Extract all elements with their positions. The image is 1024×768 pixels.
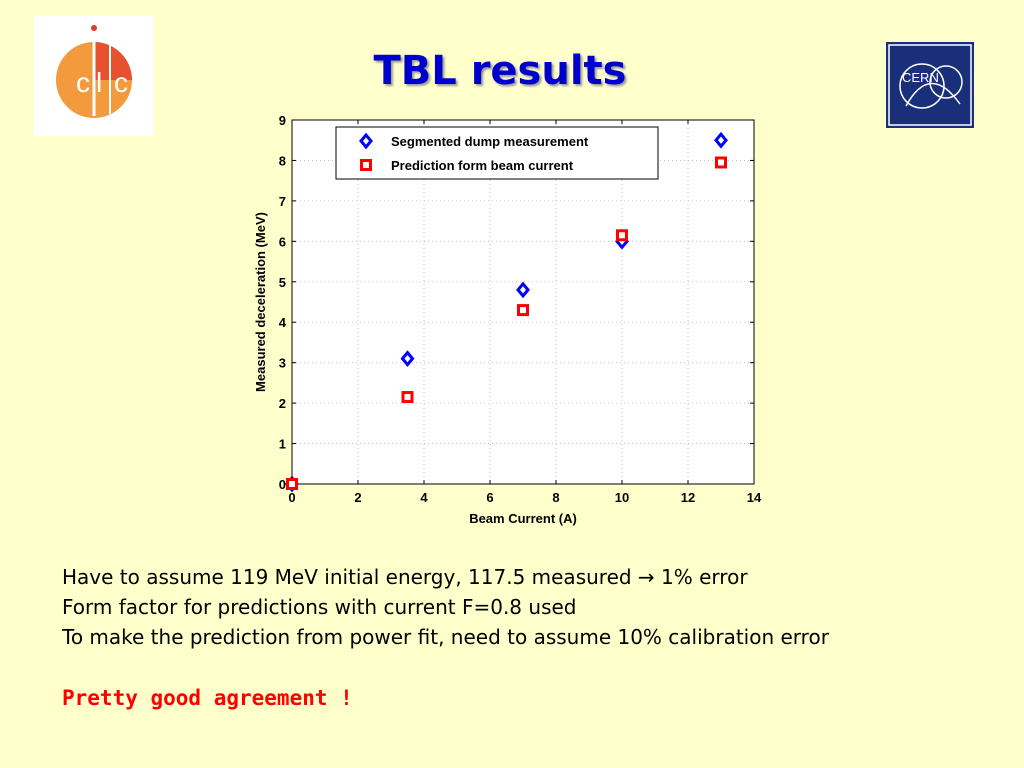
plot-frame — [291, 119, 755, 485]
y-tick-label: 1 — [279, 437, 286, 452]
y-axis-label: Measured deceleration (MeV) — [253, 212, 268, 392]
x-tick-label: 4 — [420, 490, 428, 505]
y-tick-label: 2 — [279, 396, 286, 411]
x-tick-label: 14 — [747, 490, 762, 505]
legend-marker — [359, 132, 373, 150]
legend-label: Segmented dump measurement — [391, 134, 589, 149]
y-tick-label: 4 — [279, 315, 287, 330]
y-tick-label: 3 — [279, 356, 286, 371]
page-title: TBL results — [373, 48, 627, 94]
x-tick-label: 8 — [552, 490, 559, 505]
x-tick-label: 0 — [288, 490, 295, 505]
note-line: Form factor for predictions with current… — [62, 595, 577, 619]
clic-logo: c l c — [34, 16, 154, 136]
plot-area — [292, 120, 754, 484]
prediction-point — [401, 391, 414, 404]
y-tick-label: 9 — [279, 113, 286, 128]
cern-logo-text: CERN — [902, 70, 939, 85]
y-tick-label: 5 — [279, 275, 286, 290]
prediction-point — [616, 229, 628, 242]
y-tick-label: 7 — [279, 194, 286, 209]
y-tick-label: 8 — [279, 153, 286, 168]
conclusion-text: Pretty good agreement ! — [62, 686, 353, 710]
y-tick-label: 0 — [279, 477, 286, 492]
legend-box — [335, 126, 659, 180]
svg-text:c: c — [76, 67, 90, 98]
prediction-point — [517, 304, 529, 317]
svg-text:c: c — [114, 67, 128, 98]
y-tick-label: 6 — [279, 234, 286, 249]
measured-point — [400, 350, 415, 367]
x-axis-label: Beam Current (A) — [469, 511, 577, 526]
measured-point — [516, 281, 530, 299]
legend-marker — [360, 159, 372, 171]
x-tick-label: 12 — [681, 490, 695, 505]
cern-logo: CERN — [886, 42, 974, 128]
notes: Have to assume 119 MeV initial energy, 1… — [62, 562, 1012, 652]
note-line: Have to assume 119 MeV initial energy, 1… — [62, 565, 748, 589]
x-tick-label: 10 — [615, 490, 629, 505]
x-tick-label: 6 — [486, 490, 493, 505]
prediction-point — [715, 156, 727, 169]
prediction-point — [286, 478, 298, 490]
svg-text:l: l — [96, 67, 102, 98]
x-tick-label: 2 — [354, 490, 361, 505]
measured-point — [714, 131, 728, 149]
note-line: To make the prediction from power fit, n… — [62, 625, 829, 649]
legend-label: Prediction form beam current — [391, 158, 574, 173]
